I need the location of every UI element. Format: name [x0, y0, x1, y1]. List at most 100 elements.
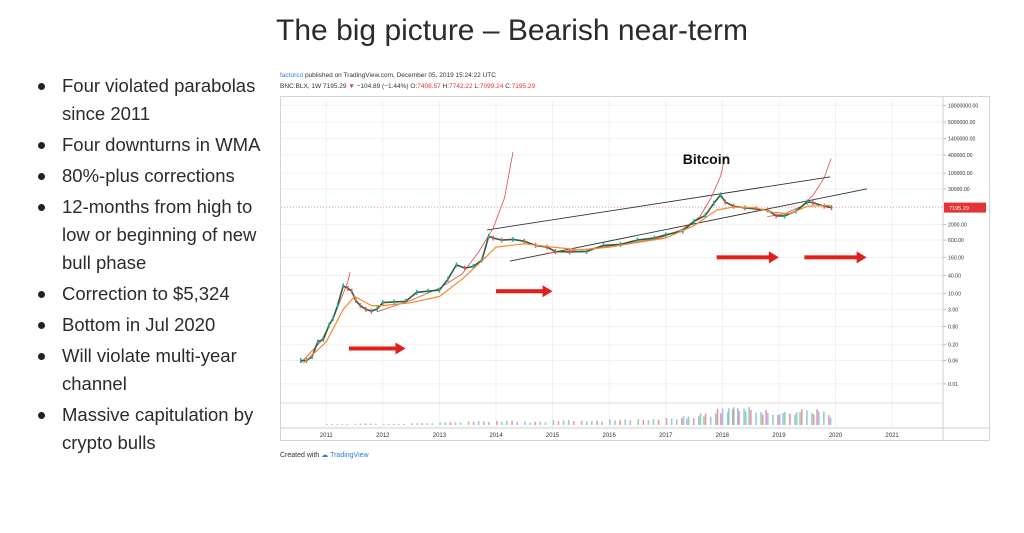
- x-tick-label: 2015: [546, 433, 560, 439]
- red-arrow-shaft: [348, 346, 398, 351]
- red-arrow-shaft: [716, 255, 771, 260]
- chart-ohlc-line: BNC:BLX, 1W 7195.29 ▼ −104.89 (−1.44%) O…: [280, 83, 535, 90]
- volume-bar: [529, 422, 531, 425]
- volume-bar: [488, 422, 490, 425]
- y-tick-label: 3.00: [948, 307, 958, 313]
- volume-bar: [601, 421, 603, 425]
- x-tick-label: 2018: [716, 433, 730, 439]
- volume-bar: [534, 421, 537, 425]
- x-tick-label: 2016: [602, 433, 616, 439]
- volume-bar: [737, 408, 739, 425]
- volume-bar: [567, 420, 570, 425]
- wma-line: [303, 204, 831, 364]
- x-tick-label: 2012: [376, 433, 390, 439]
- chart-close: 7195.29: [511, 83, 536, 90]
- volume-bar: [562, 420, 565, 425]
- volume-bar: [331, 424, 333, 425]
- chart-author[interactable]: factorco: [280, 72, 304, 79]
- parabola-curve: [376, 151, 514, 313]
- y-tick-label: 0.06: [948, 358, 958, 364]
- bullet-dot-icon: [38, 142, 45, 149]
- volume-bar: [721, 408, 724, 425]
- volume-bar: [811, 412, 813, 425]
- volume-bar: [516, 421, 518, 425]
- volume-bar: [382, 424, 385, 425]
- volume-bar: [544, 422, 547, 425]
- volume-bar: [501, 421, 503, 425]
- volume-bar: [709, 416, 712, 425]
- volume-bar: [761, 414, 764, 425]
- bullet-item: Correction to $5,324: [36, 280, 276, 308]
- volume-bar: [816, 409, 818, 425]
- volume-bar: [642, 419, 645, 425]
- price-chart: 2011 2012 2013 2014 2015 2016 2017 2018 2019 2020…: [281, 97, 989, 440]
- volume-bar: [760, 411, 762, 425]
- slide-title: The big picture – Bearish near-term: [276, 14, 748, 47]
- credit-prefix: Created with: [280, 452, 320, 459]
- volume-bar: [591, 421, 593, 425]
- x-tick-label: 2020: [829, 433, 843, 439]
- volume-bar: [657, 419, 660, 425]
- chart-open: 7408.57: [417, 83, 441, 90]
- y-tick-label: 18000000.00: [948, 103, 978, 109]
- volume-bar: [704, 413, 707, 425]
- x-tick-label: 2017: [659, 433, 673, 439]
- y-tick-label: 10.00: [948, 292, 961, 298]
- x-tick-label: 2014: [489, 433, 503, 439]
- bullet-dot-icon: [38, 291, 45, 298]
- volume-bar: [731, 409, 734, 425]
- chart-change: −104.89 (−1.44%): [356, 83, 409, 90]
- volume-bar: [354, 423, 357, 425]
- volume-bar: [614, 420, 616, 425]
- x-tick-label: 2013: [433, 433, 447, 439]
- volume-bar: [738, 410, 740, 425]
- volume-bar: [682, 416, 685, 425]
- volume-bar: [359, 423, 362, 425]
- volume-bar: [364, 423, 367, 425]
- bullet-item: Massive capitulation by crypto bulls: [36, 401, 276, 457]
- volume-bar: [748, 407, 750, 425]
- volume-bar: [782, 413, 784, 425]
- volume-bar: [692, 418, 695, 425]
- volume-bar: [789, 413, 791, 425]
- volume-bar: [393, 423, 395, 425]
- chart-published: published on TradingView.com, December 0…: [304, 72, 496, 79]
- chart-frame: 2011 2012 2013 2014 2015 2016 2017 2018 2019 2020…: [280, 96, 990, 441]
- volume-bar: [346, 424, 349, 425]
- volume-bar: [670, 418, 673, 425]
- volume-bar: [416, 423, 418, 425]
- volume-bar: [828, 415, 830, 425]
- volume-bar: [449, 422, 452, 425]
- red-arrow-icon: [856, 251, 867, 264]
- volume-bar: [439, 422, 442, 425]
- volume-bar: [784, 412, 786, 425]
- chart-symbol: BNC:BLX, 1W: [280, 83, 322, 90]
- volume-bar: [777, 415, 779, 425]
- volume-bar: [398, 424, 400, 425]
- volume-bar: [755, 412, 757, 425]
- chart-open-label: O:: [410, 83, 418, 90]
- volume-bar: [506, 420, 508, 425]
- chart-close-label: C:: [505, 83, 512, 90]
- volume-bar: [720, 413, 722, 425]
- credit-brand[interactable]: TradingView: [330, 452, 369, 459]
- y-tick-label: 600.00: [948, 238, 964, 244]
- volume-bar: [557, 421, 560, 425]
- red-arrow-shaft: [804, 255, 859, 260]
- chart-last: 7195.29: [323, 83, 347, 90]
- y-tick-label: 30000.00: [948, 187, 970, 193]
- chart-low: 7099.24: [479, 83, 504, 90]
- volume-bar: [426, 423, 429, 425]
- bullet-text: Massive capitulation by crypto bulls: [62, 404, 254, 453]
- volume-bar: [552, 420, 555, 425]
- bullet-text: Bottom in Jul 2020: [62, 314, 216, 335]
- volume-bar: [744, 411, 747, 425]
- bullet-dot-icon: [38, 173, 45, 180]
- volume-bar: [812, 414, 815, 425]
- volume-bar: [686, 418, 688, 425]
- volume-bar: [829, 417, 832, 425]
- y-tick-label: 5000000.00: [948, 120, 976, 126]
- bullet-item: 80%-plus corrections: [36, 162, 276, 190]
- bullet-list: Four violated parabolas since 2011 Four …: [36, 72, 276, 460]
- volume-bar: [795, 412, 798, 425]
